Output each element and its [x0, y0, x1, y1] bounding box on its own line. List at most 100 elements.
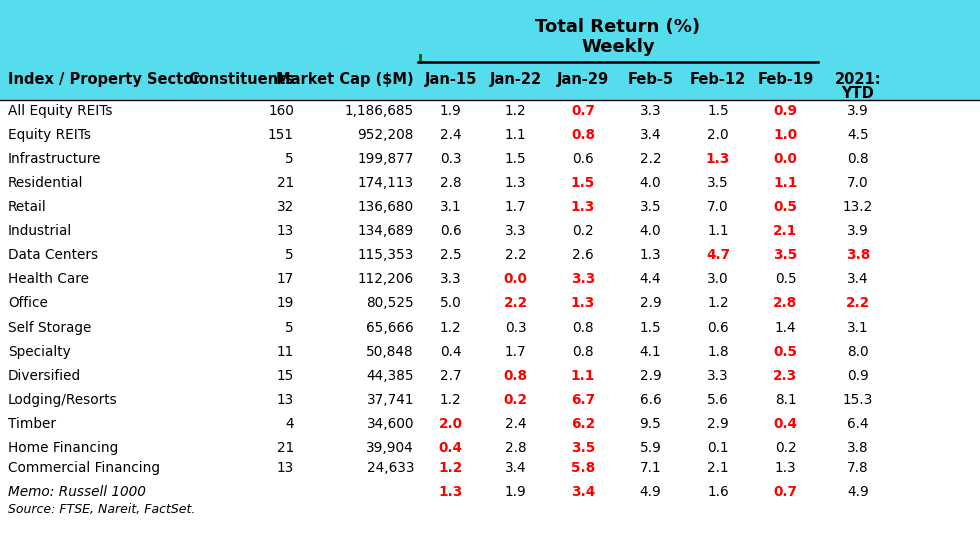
Text: Timber: Timber — [8, 417, 56, 431]
Text: 24,633: 24,633 — [367, 461, 414, 474]
Text: 0.6: 0.6 — [440, 224, 462, 238]
Text: 1.3: 1.3 — [570, 296, 595, 310]
Text: 80,525: 80,525 — [367, 296, 414, 310]
Text: 1.1: 1.1 — [773, 176, 798, 190]
Text: 3.4: 3.4 — [847, 272, 869, 287]
Text: 3.3: 3.3 — [440, 272, 462, 287]
Text: 13: 13 — [276, 461, 294, 474]
Text: 3.5: 3.5 — [571, 441, 595, 455]
Text: Weekly: Weekly — [581, 38, 655, 56]
Text: 7.8: 7.8 — [847, 461, 869, 474]
Text: 3.4: 3.4 — [505, 461, 526, 474]
Text: 3.3: 3.3 — [708, 369, 729, 382]
Text: 3.3: 3.3 — [570, 272, 595, 287]
Text: 6.2: 6.2 — [571, 417, 595, 431]
Text: 2.5: 2.5 — [440, 249, 462, 262]
Text: 8.0: 8.0 — [847, 344, 869, 359]
Text: 0.0: 0.0 — [773, 152, 798, 166]
Text: 21: 21 — [276, 441, 294, 455]
Text: 4.7: 4.7 — [706, 249, 730, 262]
Text: Specialty: Specialty — [8, 344, 71, 359]
Text: 4.0: 4.0 — [640, 224, 662, 238]
Text: 0.3: 0.3 — [440, 152, 462, 166]
Text: 1.9: 1.9 — [440, 104, 462, 118]
Text: 1.3: 1.3 — [706, 152, 730, 166]
Text: Office: Office — [8, 296, 48, 310]
Text: 32: 32 — [276, 200, 294, 214]
Text: 39,904: 39,904 — [367, 441, 414, 455]
Text: 4.4: 4.4 — [640, 272, 662, 287]
Text: 0.6: 0.6 — [708, 321, 729, 334]
Text: 1.9: 1.9 — [505, 484, 526, 499]
Text: Memo: Russell 1000: Memo: Russell 1000 — [8, 484, 146, 499]
Text: Index / Property Sector: Index / Property Sector — [8, 72, 201, 87]
Text: 1.3: 1.3 — [774, 461, 797, 474]
Text: 0.7: 0.7 — [571, 104, 595, 118]
Text: 2.0: 2.0 — [708, 128, 729, 142]
Text: 0.4: 0.4 — [438, 441, 463, 455]
Text: Data Centers: Data Centers — [8, 249, 98, 262]
Text: 5: 5 — [285, 321, 294, 334]
Text: 0.7: 0.7 — [773, 484, 798, 499]
Bar — [0, 100, 980, 551]
Text: 5: 5 — [285, 249, 294, 262]
Text: 3.3: 3.3 — [640, 104, 662, 118]
Text: 1.0: 1.0 — [773, 128, 798, 142]
Text: 0.8: 0.8 — [571, 128, 595, 142]
Text: Diversified: Diversified — [8, 369, 81, 382]
Text: Constituents: Constituents — [188, 72, 294, 87]
Text: 7.0: 7.0 — [708, 200, 729, 214]
Text: 17: 17 — [276, 272, 294, 287]
Text: 3.3: 3.3 — [505, 224, 526, 238]
Text: 15.3: 15.3 — [843, 393, 873, 407]
Text: Total Return (%): Total Return (%) — [535, 18, 701, 36]
Text: 134,689: 134,689 — [358, 224, 414, 238]
Text: 3.5: 3.5 — [773, 249, 798, 262]
Text: 7.0: 7.0 — [847, 176, 869, 190]
Text: 2.2: 2.2 — [640, 152, 662, 166]
Text: 0.8: 0.8 — [504, 369, 527, 382]
Text: Infrastructure: Infrastructure — [8, 152, 102, 166]
Text: 1.6: 1.6 — [708, 484, 729, 499]
Text: 2.3: 2.3 — [773, 369, 798, 382]
Text: 2.6: 2.6 — [572, 249, 594, 262]
Text: 2.4: 2.4 — [505, 417, 526, 431]
Text: 13.2: 13.2 — [843, 200, 873, 214]
Text: 2.8: 2.8 — [505, 441, 526, 455]
Text: Residential: Residential — [8, 176, 83, 190]
Text: Lodging/Resorts: Lodging/Resorts — [8, 393, 118, 407]
Text: 9.5: 9.5 — [640, 417, 662, 431]
Text: 0.6: 0.6 — [572, 152, 594, 166]
Text: 0.9: 0.9 — [773, 104, 798, 118]
Text: 2.2: 2.2 — [505, 249, 526, 262]
Text: 15: 15 — [276, 369, 294, 382]
Text: 3.8: 3.8 — [847, 441, 869, 455]
Text: 1.2: 1.2 — [438, 461, 463, 474]
Text: Market Cap ($M): Market Cap ($M) — [276, 72, 414, 87]
Text: 1.1: 1.1 — [570, 369, 595, 382]
Text: 4: 4 — [285, 417, 294, 431]
Text: 2.9: 2.9 — [640, 369, 662, 382]
Text: 1.5: 1.5 — [708, 104, 729, 118]
Text: 0.2: 0.2 — [572, 224, 594, 238]
Text: 44,385: 44,385 — [367, 369, 414, 382]
Text: 21: 21 — [276, 176, 294, 190]
Text: 1.3: 1.3 — [438, 484, 463, 499]
Text: 4.0: 4.0 — [640, 176, 662, 190]
Text: 3.1: 3.1 — [440, 200, 462, 214]
Text: 2.2: 2.2 — [504, 296, 527, 310]
Text: 3.5: 3.5 — [708, 176, 729, 190]
Text: 112,206: 112,206 — [358, 272, 414, 287]
Text: 1.3: 1.3 — [640, 249, 662, 262]
Text: 13: 13 — [276, 393, 294, 407]
Text: 0.4: 0.4 — [440, 344, 462, 359]
Text: 6.6: 6.6 — [640, 393, 662, 407]
Text: Retail: Retail — [8, 200, 47, 214]
Text: 4.9: 4.9 — [847, 484, 869, 499]
Text: Feb-12: Feb-12 — [690, 72, 746, 87]
Text: Equity REITs: Equity REITs — [8, 128, 91, 142]
Text: 174,113: 174,113 — [358, 176, 414, 190]
Text: 952,208: 952,208 — [358, 128, 414, 142]
Text: 1.3: 1.3 — [505, 176, 526, 190]
Text: 4.1: 4.1 — [640, 344, 662, 359]
